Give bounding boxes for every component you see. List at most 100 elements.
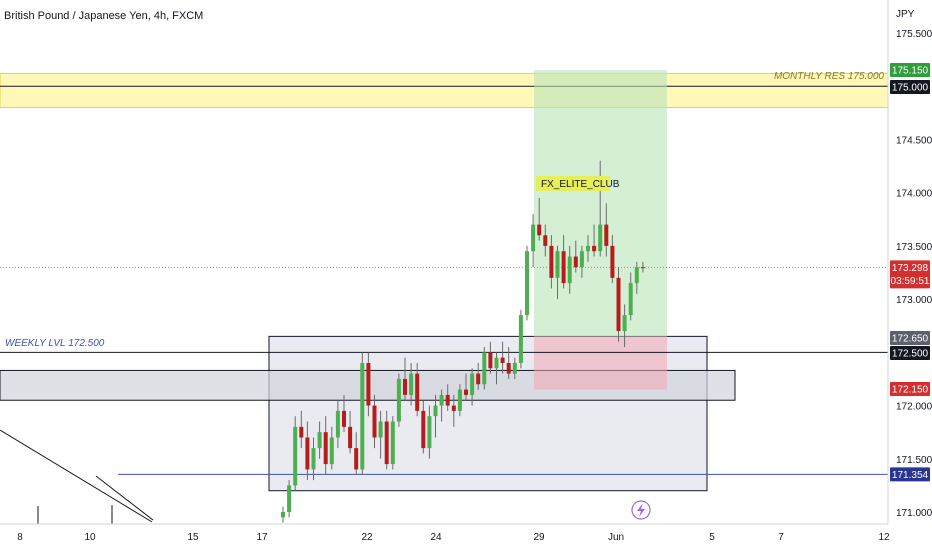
time-tick-label: 24 [430, 532, 442, 543]
candle-up[interactable] [287, 485, 292, 512]
candle-down[interactable] [354, 448, 359, 470]
candle-down[interactable] [372, 405, 377, 438]
candle-down[interactable] [616, 277, 621, 332]
time-tick-label: 10 [84, 532, 96, 543]
candle-down[interactable] [573, 256, 578, 268]
candle-up[interactable] [281, 512, 285, 518]
fx-elite-label: FX_ELITE_CLUB [541, 179, 620, 190]
entry-price-tag: 172.650 [892, 334, 929, 345]
candle-up[interactable] [433, 405, 438, 417]
candle-down[interactable] [305, 437, 310, 470]
candle-up[interactable] [457, 389, 462, 411]
candle-down[interactable] [604, 224, 609, 246]
candle-down[interactable] [610, 245, 615, 278]
time-tick-label: 15 [187, 532, 199, 543]
time-tick-label: 29 [533, 532, 545, 543]
candle-up[interactable] [512, 362, 517, 374]
countdown-tag: 03:59:51 [891, 276, 930, 287]
candle-down[interactable] [561, 251, 566, 284]
target-price-tag-bg [890, 63, 930, 77]
target-price-tag: 175.150 [892, 66, 929, 77]
candle-up[interactable] [598, 224, 603, 252]
candle-up[interactable] [622, 315, 627, 332]
candle-up[interactable] [427, 416, 432, 449]
stop-price-tag: 172.150 [892, 385, 929, 396]
candle-down[interactable] [415, 373, 420, 411]
price-tick-label: 172.000 [896, 402, 932, 413]
candle-down[interactable] [403, 378, 407, 395]
time-tick-label: 7 [778, 532, 784, 543]
trend-line-1[interactable] [0, 429, 153, 523]
candle-up[interactable] [531, 224, 536, 252]
candle-down[interactable] [451, 405, 456, 411]
candle-down[interactable] [323, 432, 328, 465]
candle-down[interactable] [640, 267, 645, 269]
candle-down[interactable] [488, 352, 493, 369]
monthly-res-label: MONTHLY RES 175.000 [774, 71, 884, 82]
monthly-price-tag: 175.000 [892, 83, 929, 94]
candle-down[interactable] [500, 357, 505, 363]
entry-price-tag-bg [890, 331, 930, 345]
chart-title: British Pound / Japanese Yen, 4h, FXCM [4, 10, 203, 22]
candle-up[interactable] [586, 245, 590, 252]
monthly-resistance-zone[interactable] [0, 72, 889, 109]
candle-down[interactable] [506, 362, 511, 374]
candle-up[interactable] [494, 357, 499, 369]
time-tick-label: Jun [608, 532, 624, 543]
price-tick-label: 175.500 [896, 29, 932, 40]
time-ticks: 8 10 15 17 22 24 29 Jun 5 7 12 [17, 532, 890, 543]
candle-up[interactable] [317, 432, 322, 449]
candle-up[interactable] [311, 448, 316, 470]
candle-down[interactable] [537, 224, 542, 236]
price-tick-label: 174.500 [896, 135, 932, 146]
candle-up[interactable] [329, 437, 334, 465]
candle-down[interactable] [445, 394, 450, 406]
candle-up[interactable] [567, 256, 572, 284]
lightning-icon[interactable] [631, 500, 651, 520]
candle-up[interactable] [293, 426, 298, 486]
candle-up[interactable] [409, 373, 414, 395]
time-tick-label: 12 [878, 532, 890, 543]
candle-up[interactable] [525, 251, 529, 316]
candle-down[interactable] [384, 421, 389, 465]
lower-line-price-tag-bg [890, 467, 930, 482]
candle-up[interactable] [470, 373, 475, 395]
candle-up[interactable] [579, 251, 584, 268]
candle-down[interactable] [348, 426, 353, 449]
weekly-price-tag-bg [890, 346, 930, 360]
time-tick-label: 5 [709, 532, 715, 543]
time-tick-label: 8 [17, 532, 23, 543]
time-tick-label: 17 [256, 532, 268, 543]
fx-label-bg [536, 176, 610, 191]
candle-up[interactable] [634, 267, 639, 284]
candle-down[interactable] [299, 426, 304, 438]
candle-down[interactable] [366, 362, 371, 406]
candle-up[interactable] [555, 251, 560, 278]
candle-up[interactable] [390, 421, 395, 465]
candle-down[interactable] [592, 245, 597, 252]
candle-down[interactable] [464, 389, 468, 395]
long-stop-zone[interactable] [534, 336, 667, 390]
candles[interactable] [281, 160, 645, 523]
weekly-price-tag: 172.500 [892, 349, 929, 360]
price-ticks: 175.500 174.500 174.000 173.500 173.000 172.0… [896, 29, 932, 519]
candle-down[interactable] [549, 245, 554, 278]
candle-up[interactable] [518, 315, 523, 363]
stop-price-tag-bg [890, 382, 930, 396]
candle-down[interactable] [421, 410, 426, 449]
price-tick-label: 171.500 [896, 455, 932, 466]
candle-up[interactable] [335, 410, 340, 438]
candle-down[interactable] [543, 235, 548, 246]
candle-up[interactable] [482, 352, 487, 385]
candle-down[interactable] [476, 373, 481, 385]
weekly-level-label: WEEKLY LVL 172.500 [5, 338, 105, 349]
candle-up[interactable] [439, 394, 444, 406]
candle-up[interactable] [360, 362, 365, 470]
price-tick-label: 174.000 [896, 189, 932, 200]
candle-up[interactable] [378, 421, 383, 438]
candle-up[interactable] [628, 283, 633, 316]
candle-up[interactable] [396, 378, 401, 422]
trend-line-2[interactable] [95, 475, 154, 521]
candle-down[interactable] [342, 410, 346, 427]
